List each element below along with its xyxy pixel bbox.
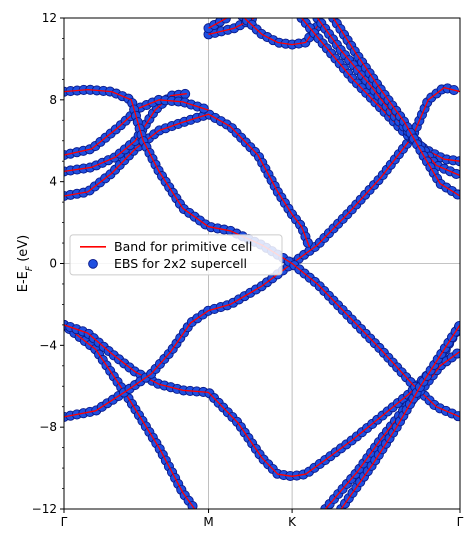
primitive-band-line: [332, 18, 460, 197]
primitive-band-line: [64, 99, 209, 156]
y-tick-label: −4: [39, 338, 57, 352]
x-tick-label: M: [203, 515, 213, 529]
primitive-band-line: [64, 88, 460, 418]
y-tick-label: 4: [49, 175, 57, 189]
x-tick-label: Γ: [61, 515, 68, 529]
ebs-point: [454, 321, 460, 332]
y-axis-label-subscript: F: [25, 265, 35, 271]
x-tick-label: Γ: [457, 515, 464, 529]
y-axis-label-main: E-E: [16, 271, 31, 292]
primitive-band-line: [64, 86, 460, 418]
primitive-band-line: [64, 93, 187, 173]
x-tick-label: K: [288, 515, 297, 529]
primitive-band-line: [64, 113, 311, 248]
legend-entry-ebs: EBS for 2x2 supercell: [114, 256, 247, 271]
legend-box: [69, 234, 283, 276]
legend-entry-band: Band for primitive cell: [114, 239, 252, 254]
y-tick-label: 12: [42, 11, 57, 25]
y-axis-label-unit: (eV): [16, 235, 31, 266]
primitive-band-line: [340, 324, 460, 509]
axis-layer: Γ M K Γ 12 8 4 0 −4 −8 −12: [32, 11, 464, 529]
y-tick-label: −12: [32, 502, 57, 516]
y-tick-label: 0: [49, 257, 57, 271]
y-axis-label: E-EF (eV): [16, 235, 35, 292]
primitive-band-line: [243, 18, 318, 46]
y-tick-label: 8: [49, 93, 57, 107]
legend-dot-swatch: [88, 259, 98, 269]
primitive-band-line: [64, 324, 196, 509]
data-layer: [64, 18, 460, 509]
primitive-band-line: [64, 324, 460, 477]
y-tick-label: −8: [39, 420, 57, 434]
legend: Band for primitive cell EBS for 2x2 supe…: [69, 234, 283, 276]
